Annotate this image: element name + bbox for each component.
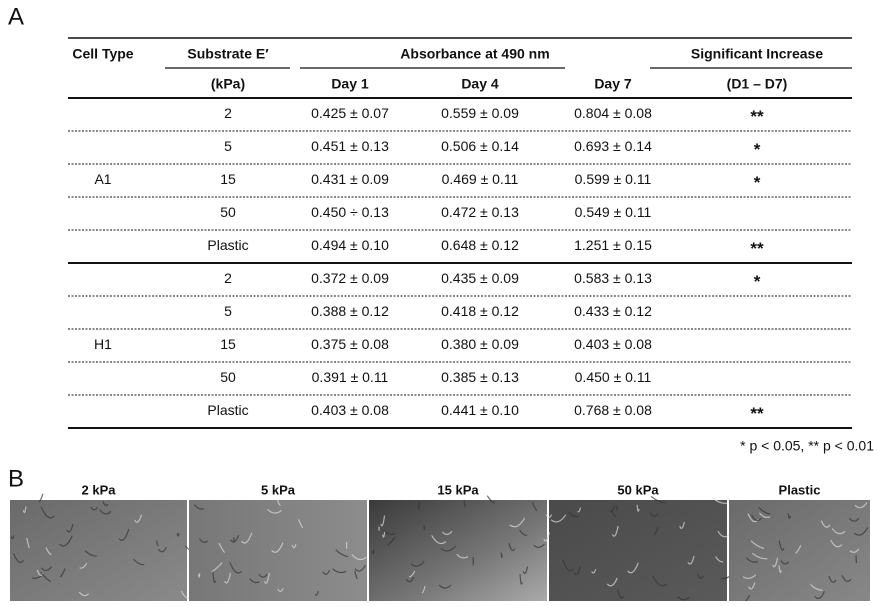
cell: 0.433 ± 0.12	[574, 303, 652, 319]
cell: 2	[224, 105, 232, 121]
column-header: Cell Type	[72, 46, 133, 62]
cell: 0.431 ± 0.09	[311, 171, 389, 187]
cell: 0.372 ± 0.09	[311, 270, 389, 286]
cell: 0.599 ± 0.11	[575, 171, 652, 187]
cell: 0.450 ÷ 0.13	[311, 204, 389, 220]
cell: Plastic	[207, 402, 248, 418]
micrograph	[10, 500, 187, 601]
image-label: 50 kPa	[617, 482, 659, 497]
cell: 0.549 ± 0.11	[575, 204, 652, 220]
cell: **	[750, 404, 764, 423]
cell-type: H1	[94, 336, 112, 352]
image-label: 15 kPa	[437, 482, 479, 497]
cell: 50	[220, 369, 236, 385]
cell: 0.380 ± 0.09	[441, 336, 519, 352]
cell: 0.693 ± 0.14	[574, 138, 652, 154]
cell: 0.559 ± 0.09	[441, 105, 519, 121]
cell: 50	[220, 204, 236, 220]
cell: 2	[224, 270, 232, 286]
cell: 0.391 ± 0.11	[312, 369, 389, 385]
cell: 0.804 ± 0.08	[574, 105, 652, 121]
figure: A B Cell Type Substrate E′ Absorbance at 4…	[0, 0, 878, 601]
footnote: * p < 0.05, ** p < 0.01	[740, 438, 874, 454]
column-header: Substrate E′	[187, 46, 269, 62]
column-header: Day 1	[331, 76, 369, 92]
cell: 0.403 ± 0.08	[574, 336, 652, 352]
cell: 0.583 ± 0.13	[574, 270, 652, 286]
micrograph	[369, 500, 547, 601]
cell: 0.451 ± 0.13	[311, 138, 389, 154]
cell: 0.385 ± 0.13	[441, 369, 519, 385]
cell: 0.388 ± 0.12	[311, 303, 389, 319]
cell: 0.450 ± 0.11	[575, 369, 652, 385]
cell: **	[750, 107, 764, 126]
image-label: Plastic	[779, 482, 821, 497]
cell: 1.251 ± 0.15	[574, 237, 652, 253]
cell: 0.472 ± 0.13	[441, 204, 519, 220]
cell: 5	[224, 303, 232, 319]
cell: *	[754, 173, 761, 192]
table: Cell Type Substrate E′ Absorbance at 490 n…	[68, 38, 874, 454]
image-strip: 2 kPa 5 kPa 15 kPa 50 kPa Plastic	[10, 482, 870, 601]
cell-streak	[424, 525, 425, 529]
cell: 0.494 ± 0.10	[311, 237, 389, 253]
micrograph	[729, 500, 870, 601]
cell: **	[750, 239, 764, 258]
column-header: (D1 – D7)	[727, 76, 788, 92]
column-header: Absorbance at 490 nm	[400, 46, 549, 62]
cell: 5	[224, 138, 232, 154]
cell: 0.506 ± 0.14	[441, 138, 519, 154]
cell: 0.469 ± 0.11	[442, 171, 519, 187]
cell: 0.441 ± 0.10	[441, 402, 519, 418]
cell: 0.375 ± 0.08	[311, 336, 389, 352]
cell: Plastic	[207, 237, 248, 253]
cell: 0.403 ± 0.08	[311, 402, 389, 418]
column-header: (kPa)	[211, 76, 245, 92]
column-header: Day 7	[594, 76, 632, 92]
micrograph	[549, 500, 727, 601]
column-header: Significant Increase	[691, 46, 823, 62]
cell: *	[754, 140, 761, 159]
cell: *	[754, 272, 761, 291]
image-label: 5 kPa	[261, 482, 296, 497]
column-header: Day 4	[461, 76, 499, 92]
cell-type: A1	[94, 171, 111, 187]
cell: 15	[220, 171, 236, 187]
cell: 0.418 ± 0.12	[441, 303, 519, 319]
cell: 0.648 ± 0.12	[441, 237, 519, 253]
panel-label: A	[8, 3, 24, 30]
cell: 15	[220, 336, 236, 352]
cell-streak	[617, 505, 618, 510]
cell: 0.768 ± 0.08	[574, 402, 652, 418]
cell: 0.425 ± 0.07	[311, 105, 389, 121]
image-label: 2 kPa	[82, 482, 117, 497]
cell: 0.435 ± 0.09	[441, 270, 519, 286]
panel-label: B	[8, 465, 24, 492]
